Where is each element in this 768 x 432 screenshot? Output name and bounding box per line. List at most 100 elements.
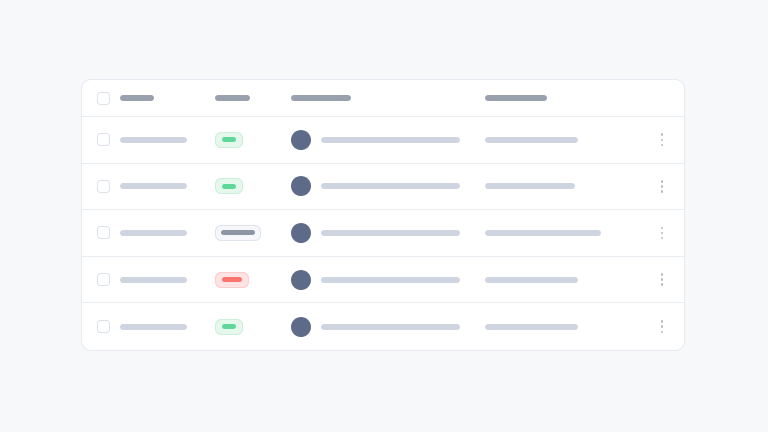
- row-status-cell: [215, 131, 291, 148]
- header-column-4-placeholder: [485, 95, 547, 101]
- row-select-cell[interactable]: [82, 133, 120, 147]
- row-meta-placeholder: [485, 323, 578, 330]
- row-name-placeholder: [120, 276, 187, 283]
- row-meta-placeholder: [485, 183, 575, 190]
- kebab-dot: [660, 133, 664, 136]
- kebab-dot: [660, 185, 664, 188]
- table-row[interactable]: [82, 210, 684, 257]
- row-status-cell: [215, 271, 291, 288]
- kebab-menu-icon[interactable]: [655, 224, 669, 242]
- avatar-circle-icon: [291, 176, 311, 197]
- avatar-circle-icon: [291, 269, 311, 290]
- checkbox-unchecked-icon[interactable]: [96, 91, 110, 105]
- checkbox-unchecked-icon[interactable]: [96, 273, 110, 287]
- kebab-menu-icon[interactable]: [655, 318, 669, 336]
- row-primary-cell: [291, 129, 485, 150]
- header-column-4-cell[interactable]: [485, 95, 640, 101]
- status-badge: [215, 131, 243, 148]
- row-actions-cell[interactable]: [640, 271, 684, 289]
- header-column-1-cell[interactable]: [120, 95, 215, 101]
- status-badge-placeholder: [222, 277, 242, 283]
- row-primary-cell: [291, 269, 485, 290]
- table-body: [82, 117, 684, 350]
- table-row[interactable]: [82, 257, 684, 304]
- row-name-placeholder: [120, 323, 187, 330]
- row-title-placeholder: [321, 183, 460, 190]
- checkbox-unchecked-icon[interactable]: [96, 133, 110, 147]
- status-badge-placeholder: [222, 183, 236, 189]
- kebab-dot: [660, 226, 664, 230]
- table-header-row: [82, 80, 684, 117]
- row-select-cell[interactable]: [82, 273, 120, 287]
- header-column-1-placeholder: [120, 95, 154, 101]
- kebab-dot: [660, 273, 664, 276]
- kebab-dot: [660, 278, 664, 281]
- status-badge: [215, 178, 243, 195]
- status-badge: [215, 224, 261, 241]
- row-name-cell: [120, 183, 215, 190]
- table-row[interactable]: [82, 117, 684, 164]
- row-meta-cell: [485, 323, 640, 330]
- row-select-cell[interactable]: [82, 179, 120, 193]
- avatar-circle-icon: [291, 316, 311, 337]
- checkbox-unchecked-icon[interactable]: [96, 320, 110, 334]
- row-meta-cell: [485, 229, 640, 236]
- status-badge-placeholder: [221, 230, 255, 236]
- row-meta-cell: [485, 276, 640, 283]
- header-column-2-placeholder: [215, 95, 250, 101]
- kebab-dot: [660, 236, 664, 240]
- row-status-cell: [215, 178, 291, 195]
- row-title-placeholder: [321, 323, 460, 330]
- status-badge-placeholder: [222, 137, 236, 143]
- row-meta-placeholder: [485, 276, 578, 283]
- kebab-menu-icon[interactable]: [655, 271, 669, 289]
- avatar-circle-icon: [291, 129, 311, 150]
- checkbox-unchecked-icon[interactable]: [96, 179, 110, 193]
- row-name-cell: [120, 276, 215, 283]
- kebab-dot: [660, 330, 664, 334]
- kebab-dot: [660, 320, 664, 323]
- row-name-cell: [120, 229, 215, 236]
- row-title-placeholder: [321, 276, 460, 283]
- kebab-dot: [660, 179, 664, 183]
- row-meta-placeholder: [485, 229, 601, 236]
- status-badge-placeholder: [222, 324, 236, 330]
- header-column-3-placeholder: [291, 95, 351, 101]
- row-status-cell: [215, 318, 291, 335]
- row-title-placeholder: [321, 136, 460, 143]
- kebab-dot: [660, 143, 664, 147]
- kebab-dot: [660, 138, 664, 142]
- row-actions-cell[interactable]: [640, 224, 684, 242]
- kebab-menu-icon[interactable]: [655, 131, 669, 149]
- row-name-cell: [120, 323, 215, 330]
- row-actions-cell[interactable]: [640, 131, 684, 149]
- kebab-dot: [660, 190, 664, 193]
- row-actions-cell[interactable]: [640, 177, 684, 195]
- row-meta-placeholder: [485, 136, 578, 143]
- row-primary-cell: [291, 316, 485, 337]
- header-column-2-cell[interactable]: [215, 95, 291, 101]
- row-select-cell[interactable]: [82, 320, 120, 334]
- row-meta-cell: [485, 183, 640, 190]
- row-meta-cell: [485, 136, 640, 143]
- header-select-all-cell[interactable]: [82, 91, 120, 105]
- kebab-dot: [660, 283, 664, 287]
- row-status-cell: [215, 224, 291, 241]
- table-row[interactable]: [82, 303, 684, 350]
- kebab-menu-icon[interactable]: [655, 177, 669, 195]
- row-actions-cell[interactable]: [640, 318, 684, 336]
- checkbox-unchecked-icon[interactable]: [96, 226, 110, 240]
- row-primary-cell: [291, 222, 485, 243]
- row-primary-cell: [291, 176, 485, 197]
- row-select-cell[interactable]: [82, 226, 120, 240]
- row-title-placeholder: [321, 229, 460, 236]
- header-column-3-cell[interactable]: [291, 95, 485, 101]
- table-row[interactable]: [82, 164, 684, 211]
- row-name-cell: [120, 136, 215, 143]
- row-name-placeholder: [120, 229, 187, 236]
- kebab-dot: [660, 325, 664, 328]
- row-name-placeholder: [120, 136, 187, 143]
- kebab-dot: [660, 231, 664, 235]
- row-name-placeholder: [120, 183, 187, 190]
